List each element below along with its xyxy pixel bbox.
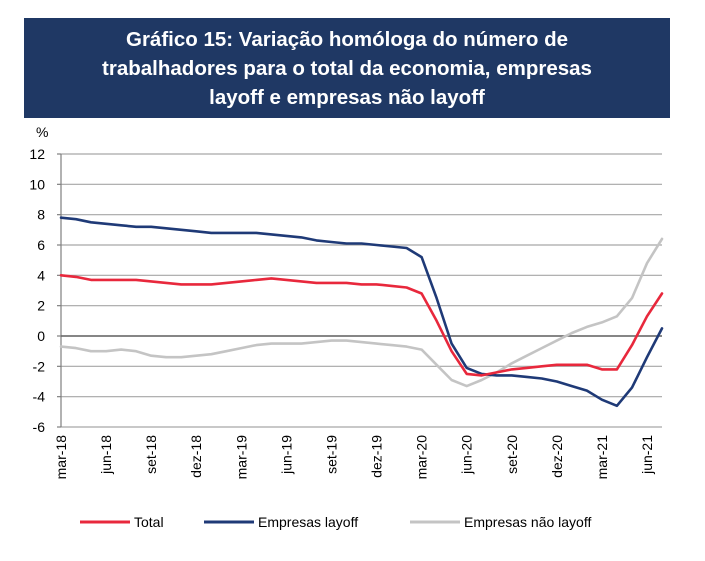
x-tick-label: mar-19 [233, 435, 249, 480]
series-line-3 [59, 237, 664, 388]
series-line-2 [59, 216, 664, 408]
x-tick-label: set-19 [323, 435, 339, 474]
x-tick-label: jun-21 [639, 435, 655, 475]
axes [57, 153, 662, 428]
legend-label-2: Empresas layoff [258, 514, 358, 530]
chart-title: Gráfico 15: Variação homóloga do número … [24, 18, 670, 118]
legend-label-3: Empresas não layoff [464, 514, 591, 530]
x-tick-label: mar-20 [414, 435, 430, 480]
x-tick-label: mar-18 [53, 435, 69, 480]
x-tick-label: set-18 [143, 435, 159, 474]
legend: Total Empresas layoff Empresas não layoff [80, 514, 591, 530]
y-tick-label: 0 [37, 328, 45, 344]
chart-title-line-3: layoff e empresas não layoff [209, 85, 485, 109]
y-tick-label: 12 [29, 146, 45, 162]
x-tick-label: set-20 [504, 435, 520, 474]
x-tick-label: mar-21 [594, 435, 610, 480]
grid-lines [61, 153, 662, 428]
x-tick-labels: mar-18 jun-18 set-18 dez-18 mar-19 jun-19 set-… [53, 435, 655, 480]
y-tick-label: -4 [33, 389, 46, 405]
x-tick-label: jun-19 [278, 435, 294, 475]
y-tick-labels: 12 10 8 6 4 2 0 -2 -4 -6 [29, 146, 45, 435]
y-tick-label: 10 [29, 176, 45, 192]
y-tick-label: 8 [37, 207, 45, 223]
x-tick-label: dez-19 [369, 435, 385, 478]
y-tick-label: 4 [37, 267, 45, 283]
x-tick-label: jun-18 [98, 435, 114, 475]
y-tick-label: 2 [37, 298, 45, 314]
legend-label-1: Total [134, 514, 164, 530]
y-tick-label: -2 [33, 358, 46, 374]
series-line-1 [59, 273, 664, 377]
y-tick-label: -6 [33, 419, 46, 435]
y-tick-label: 6 [37, 237, 45, 253]
chart-title-line-1: Gráfico 15: Variação homóloga do número … [126, 27, 568, 51]
series-lines [59, 216, 664, 408]
x-tick-label: dez-18 [188, 435, 204, 478]
x-tick-label: dez-20 [549, 435, 565, 478]
x-tick-label: jun-20 [459, 435, 475, 475]
chart-title-line-2: trabalhadores para o total da economia, … [102, 56, 592, 80]
y-axis-unit-label: % [36, 124, 48, 140]
